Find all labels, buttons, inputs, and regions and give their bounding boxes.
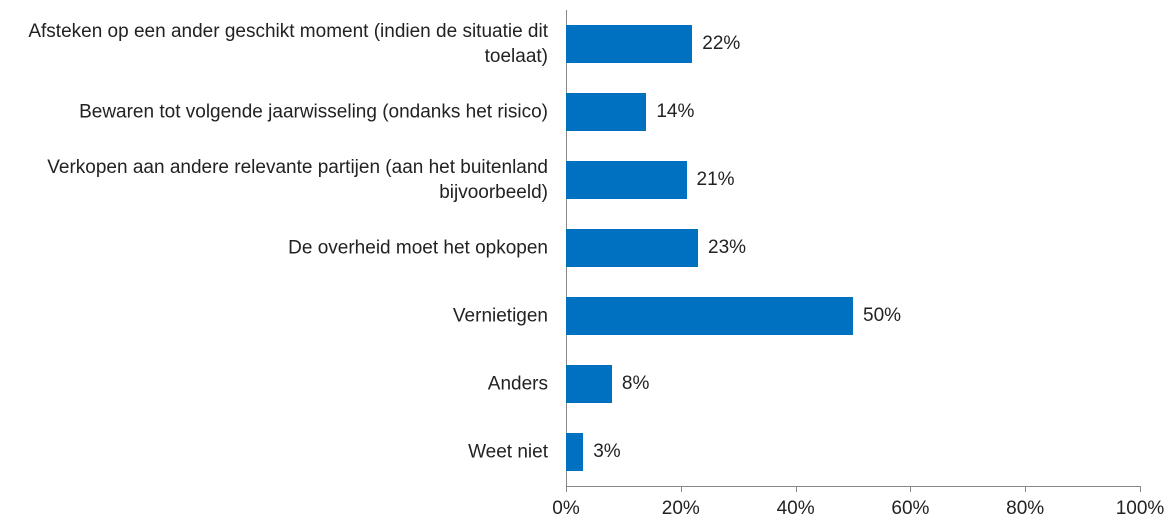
- bar: [566, 433, 584, 471]
- tick-mark: [910, 486, 912, 492]
- value-label: 50%: [863, 305, 902, 326]
- value-label: 8%: [621, 373, 650, 394]
- category-label: De overheid moet het opkopen: [288, 237, 548, 259]
- x-tick-label: 100%: [1115, 498, 1165, 519]
- bar: [566, 93, 647, 131]
- value-label: 14%: [656, 101, 695, 122]
- tick-mark: [1140, 486, 1141, 492]
- tick-mark: [566, 486, 567, 492]
- category-label: Afsteken op een ander geschikt moment (i…: [28, 21, 548, 67]
- category-label: Anders: [487, 373, 548, 395]
- bar: [566, 161, 687, 199]
- value-label: 22%: [702, 33, 741, 54]
- value-label: 21%: [696, 169, 735, 190]
- x-tick-label: 60%: [891, 498, 930, 519]
- category-label: Vernietigen: [452, 305, 548, 327]
- category-label: Verkopen aan andere relevante partijen (…: [47, 157, 548, 203]
- bar: [566, 25, 693, 63]
- x-axis-line: [566, 486, 1141, 487]
- x-tick-label: 40%: [776, 498, 815, 519]
- category-label: Weet niet: [468, 441, 548, 463]
- bar: [566, 229, 699, 267]
- tick-mark: [1025, 486, 1027, 492]
- x-tick-label: 0%: [552, 498, 580, 519]
- x-tick-label: 20%: [661, 498, 700, 519]
- bar: [566, 365, 612, 403]
- bar: [566, 297, 853, 335]
- category-label: Bewaren tot volgende jaarwisseling (onda…: [79, 101, 548, 123]
- tick-mark: [680, 486, 682, 492]
- tick-mark: [795, 486, 797, 492]
- x-tick-label: 80%: [1006, 498, 1045, 519]
- value-label: 3%: [593, 441, 621, 462]
- value-label: 23%: [708, 237, 747, 258]
